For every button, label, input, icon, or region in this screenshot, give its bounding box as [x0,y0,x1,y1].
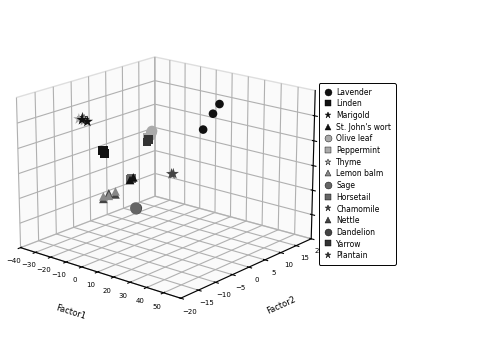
Y-axis label: Factor2: Factor2 [265,295,296,316]
X-axis label: Factor1: Factor1 [54,303,86,321]
Legend: Lavender, Linden, Marigold, St. John's wort, Olive leaf, Peppermint, Thyme, Lemo: Lavender, Linden, Marigold, St. John's w… [319,83,396,265]
